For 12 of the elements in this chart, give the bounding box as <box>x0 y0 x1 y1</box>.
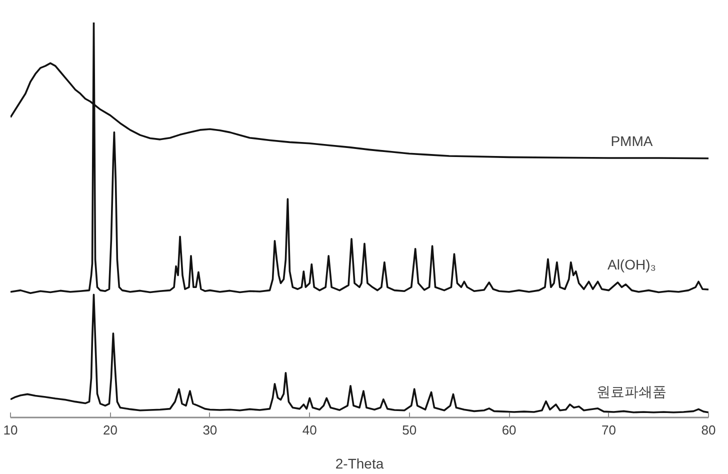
series-label: Al(OH)₃ <box>607 256 656 273</box>
x-tick-label: 30 <box>202 422 218 438</box>
x-tick-label: 80 <box>701 422 716 438</box>
series-label: 원료파쇄품 <box>596 383 667 400</box>
series-label: PMMA <box>610 132 654 149</box>
x-tick-label: 40 <box>302 422 317 438</box>
x-axis-title: 2-Theta <box>335 456 384 472</box>
x-tick-label: 50 <box>402 422 417 438</box>
x-tick-label: 10 <box>3 422 18 438</box>
x-tick-label: 60 <box>502 422 516 438</box>
x-tick-label: 20 <box>102 422 118 438</box>
x-tick-label: 70 <box>602 422 616 438</box>
